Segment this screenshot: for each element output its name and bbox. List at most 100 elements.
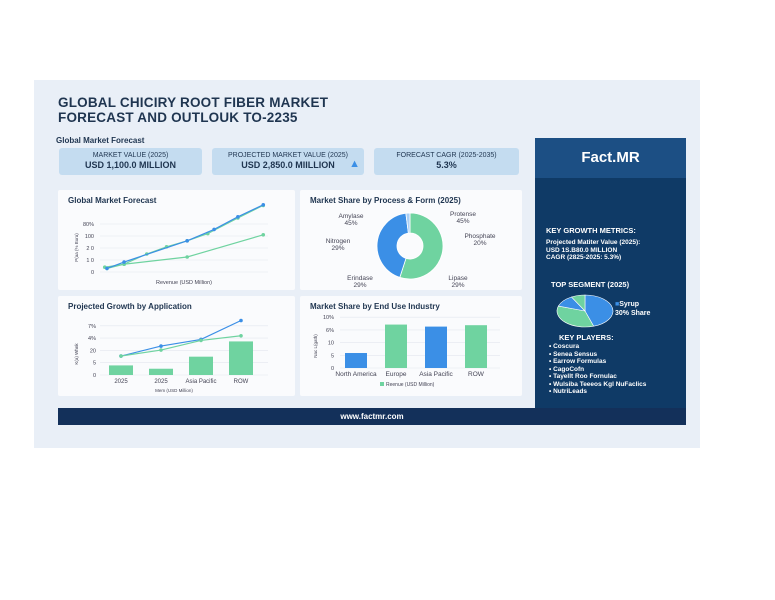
y-tick-label: 0 xyxy=(331,366,334,372)
y-tick-label: 7% xyxy=(88,324,96,330)
x-tick-label: 2025 xyxy=(154,379,168,385)
slice-label: Phosphate xyxy=(464,233,495,240)
series-line xyxy=(120,319,242,357)
card-value: 5.3% xyxy=(436,160,457,170)
bar xyxy=(109,365,133,375)
bar xyxy=(385,324,407,368)
data-point xyxy=(119,354,123,358)
global-forecast-chart: Global Market Forecast 0 1 0 2 0 100 80% P(aa … xyxy=(58,190,295,290)
legend-label: Syrup xyxy=(619,301,640,308)
pie-slice xyxy=(570,294,586,312)
data-point xyxy=(159,344,163,348)
y-tick-label: 5 xyxy=(93,361,96,367)
slice-label: Nitrogen xyxy=(326,238,351,245)
y-tick-label: 1 0 xyxy=(86,258,94,264)
growth-by-application-chart: Projected Growth by Application 0 5 20 4% 7% K… xyxy=(58,296,295,396)
player-item: CagoCofn xyxy=(549,366,646,374)
sidebar: Fact.MR KEY GROWTH METRICS: Projected Ma… xyxy=(535,138,686,408)
slice-label: Erindase xyxy=(347,275,373,282)
data-point xyxy=(212,227,216,232)
x-tick-label: ROW xyxy=(468,371,485,378)
page-title: GLOBAL CHICIRY ROOT FIBER MARKET FORECAS… xyxy=(58,95,328,125)
x-axis-label: Revenue (USD Million) xyxy=(156,280,212,286)
data-point xyxy=(261,203,266,207)
card-label: PROJECTED MARKET VALUE (2025) xyxy=(228,152,348,159)
bar xyxy=(229,341,253,375)
chart-title: Projected Growth by Application xyxy=(68,302,192,311)
top-segment-pie xyxy=(556,294,614,328)
bar xyxy=(149,368,173,375)
pie-slice xyxy=(556,305,595,328)
slice-pct: 29% xyxy=(353,282,366,289)
footer-url[interactable]: www.factmr.com xyxy=(58,408,686,425)
data-point xyxy=(239,318,243,323)
y-tick-label: 20 xyxy=(90,348,96,354)
y-tick-label: 0 xyxy=(93,373,96,379)
title-line: FORECAST AND OUTLOUK TO-2235 xyxy=(58,110,298,125)
metrics-list: Projected Matiter Value (2025): USD 1S.B… xyxy=(546,239,640,262)
chart-svg: 0 5 20 4% 7% K(a) Whnk 2025 2025 Asia Pacific ROW… xyxy=(74,318,268,393)
process-form-donut-chart: Market Share by Process & Form (2025) Pro… xyxy=(300,190,522,290)
data-point xyxy=(261,233,266,237)
donut-slice xyxy=(399,212,444,280)
metric-line: USD 1S.B80.0 MILLION xyxy=(546,246,618,254)
projected-value-card: PROJECTED MARKET VALUE (2025) USD 2,850.… xyxy=(212,148,364,175)
x-tick-label: Europe xyxy=(386,371,407,378)
data-point xyxy=(122,260,126,264)
player-item: Coscura xyxy=(549,343,646,351)
slice-pct: 29% xyxy=(331,245,344,252)
card-label: FORECAST CAGR (2025-2035) xyxy=(396,152,497,159)
y-tick-label: 10 xyxy=(328,341,334,347)
y-tick-label: 100 xyxy=(85,234,94,240)
y-tick-label: 10% xyxy=(323,315,334,321)
legend-share: 30% Share xyxy=(615,310,651,317)
y-axis-label: P(aa (% Bura) xyxy=(74,233,79,262)
slice-pct: 20% xyxy=(473,240,486,247)
chart-title: Global Market Forecast xyxy=(68,196,157,205)
chart-svg: 0 1 0 2 0 100 80% P(aa (% Bura) Revenue (USD M… xyxy=(74,203,268,286)
x-tick-label: Asia Pacific xyxy=(419,371,453,378)
data-point xyxy=(199,338,203,343)
players-title: KEY PLAYERS: xyxy=(559,333,614,342)
section-subtitle: Global Market Forecast xyxy=(56,136,145,145)
metric-line: Projected Matiter Value (2025): xyxy=(546,239,641,246)
pie-slice xyxy=(584,294,614,327)
slice-pct: 45% xyxy=(344,220,357,227)
card-value: USD 1,100.0 MILLION xyxy=(84,160,177,170)
data-point xyxy=(105,266,109,271)
player-item: Tayellt Roo Fornulac xyxy=(549,373,646,381)
legend-swatch xyxy=(380,382,384,386)
chart-title: Market Share by End Use Industry xyxy=(310,302,440,311)
slice-label: Amylase xyxy=(339,213,364,220)
donut-slice xyxy=(376,212,409,278)
players-list: CoscuraSenea SensusEarrow FormulasCagoCo… xyxy=(549,343,646,396)
top-segment-legend: ■Syrup 30% Share xyxy=(615,300,650,318)
series-line xyxy=(120,335,242,357)
bar xyxy=(345,353,367,368)
title-line: GLOBAL CHICIRY ROOT FIBER MARKET xyxy=(58,95,329,110)
data-point xyxy=(185,239,189,243)
y-tick-label: 0 xyxy=(91,270,94,276)
data-point xyxy=(236,215,240,219)
chart-title: Market Share by Process & Form (2025) xyxy=(310,196,461,205)
data-point xyxy=(159,348,163,352)
end-use-industry-chart: Market Share by End Use Industry 0 5 10 6% 10… xyxy=(300,296,522,396)
y-tick-label: 4% xyxy=(88,336,96,342)
chart-svg: Protense45%Phosphate20%Lipase29%Erindase… xyxy=(326,211,496,289)
slice-pct: 29% xyxy=(451,282,464,289)
y-axis-label: K(a) Whnk xyxy=(74,343,79,365)
x-tick-label: ROW xyxy=(234,379,249,385)
y-tick-label: 80% xyxy=(83,222,94,228)
donut-slice xyxy=(405,212,411,234)
y-tick-label: 6% xyxy=(326,328,334,334)
metric-line: CAGR (2825-2025: 5.3%) xyxy=(546,254,622,261)
x-axis-label: Mem (USD Million) xyxy=(155,388,193,393)
legend-swatch-icon: ■ xyxy=(615,301,620,308)
slice-label: Lipase xyxy=(448,275,468,282)
cagr-card: FORECAST CAGR (2025-2035) 5.3% xyxy=(374,148,519,175)
player-item: Senea Sensus xyxy=(549,351,646,359)
bar xyxy=(189,356,213,375)
x-tick-label: 2025 xyxy=(114,379,128,385)
legend-label: Reenue (USD Million) xyxy=(386,382,435,388)
data-point xyxy=(185,255,189,259)
